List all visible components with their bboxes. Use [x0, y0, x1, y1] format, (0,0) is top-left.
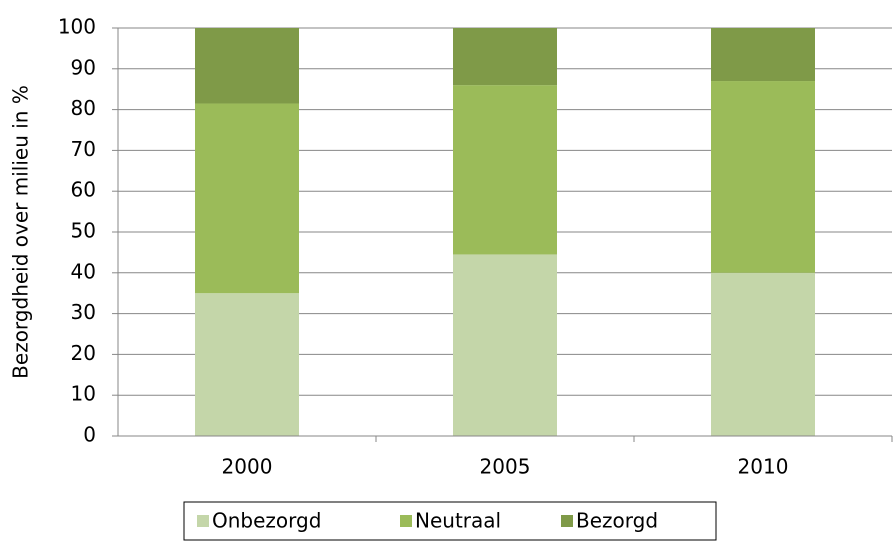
- y-tick-label: 30: [71, 300, 96, 324]
- y-tick-label: 90: [71, 55, 96, 79]
- bar-segment: [195, 103, 299, 294]
- bar-segment: [195, 293, 299, 436]
- legend-swatch: [197, 515, 209, 527]
- bar-segment: [711, 272, 815, 436]
- bar-segment: [453, 85, 557, 255]
- y-tick-label: 50: [71, 219, 96, 243]
- y-tick-label: 80: [71, 96, 96, 120]
- x-tick-label: 2000: [222, 455, 273, 479]
- legend-label: Onbezorgd: [212, 509, 321, 533]
- x-tick-label: 2010: [738, 455, 789, 479]
- x-tick-label: 2005: [480, 455, 531, 479]
- y-tick-label: 60: [71, 178, 96, 202]
- y-tick-label: 70: [71, 137, 96, 161]
- bar-segment: [711, 81, 815, 273]
- y-tick-label: 10: [71, 382, 96, 406]
- legend-box: [183, 501, 717, 541]
- y-tick-label: 0: [83, 423, 96, 447]
- y-axis-label: Bezorgdheid over milieu in %: [9, 85, 33, 379]
- y-tick-label: 100: [58, 15, 96, 39]
- legend-label: Neutraal: [415, 509, 501, 533]
- y-tick-label: 40: [71, 259, 96, 283]
- bar-segment: [711, 28, 815, 82]
- legend-swatch: [400, 515, 412, 527]
- bar-segment: [453, 254, 557, 436]
- legend-swatch: [561, 515, 573, 527]
- legend-label: Bezorgd: [576, 509, 658, 533]
- bar-segment: [195, 28, 299, 104]
- bar-segment: [453, 28, 557, 86]
- y-tick-label: 20: [71, 341, 96, 365]
